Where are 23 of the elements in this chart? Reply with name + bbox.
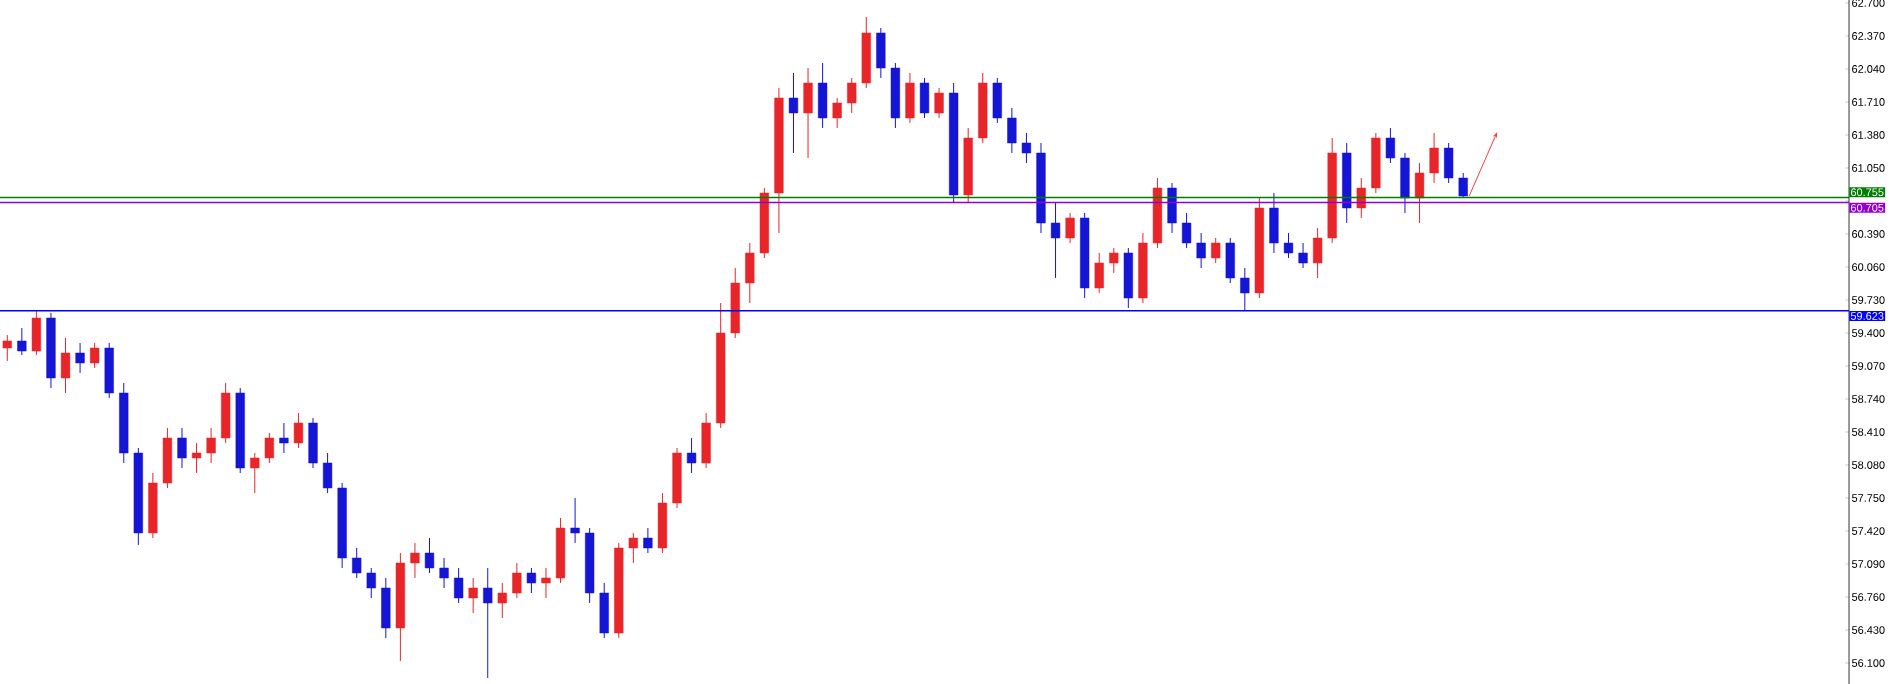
ref-line-label: 59.623 [1850,312,1884,320]
y-tick-label: 62.040 [1852,65,1885,73]
y-tick-label: 56.430 [1851,626,1885,634]
y-tick-label: 60.060 [1852,263,1885,271]
y-tick-label: 56.760 [1851,593,1885,601]
y-tick-label: 59.400 [1851,329,1885,337]
y-tick-label: 61.380 [1852,131,1885,139]
y-tick-label: 58.080 [1851,461,1885,469]
y-tick-label: 58.740 [1851,395,1885,403]
y-tick-label: 61.050 [1852,164,1885,172]
y-tick-label: 56.100 [1851,659,1885,667]
ref-line-label: 60.755 [1850,188,1884,197]
y-tick-label: 59.730 [1851,296,1885,304]
y-tick-label: 62.700 [1852,0,1885,7]
y-tick-label: 57.090 [1851,560,1885,568]
y-tick-label: 57.750 [1851,494,1885,502]
y-tick-label: 58.410 [1851,428,1885,436]
y-tick-label: 62.370 [1852,32,1885,40]
y-tick-label: 60.390 [1852,230,1885,238]
y-tick-label: 61.710 [1852,98,1885,106]
y-tick-label: 57.420 [1851,527,1885,535]
ref-line-label: 60.705 [1850,203,1884,212]
y-tick-label: 59.070 [1851,362,1885,370]
